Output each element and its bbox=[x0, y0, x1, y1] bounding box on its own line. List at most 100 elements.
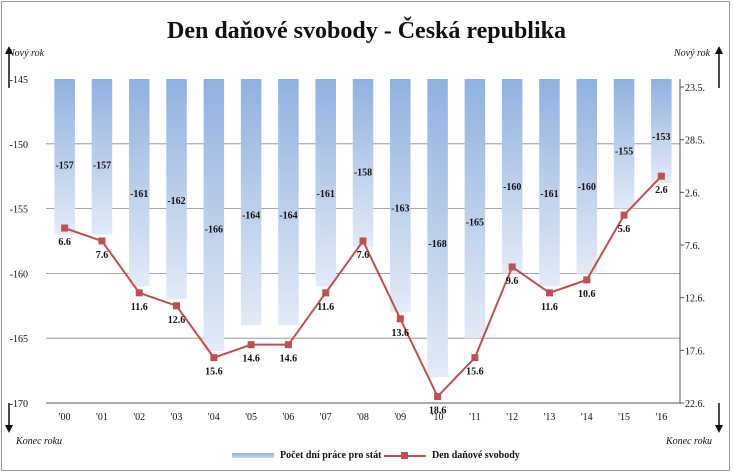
y-right-tick-label: 12.6. bbox=[685, 294, 705, 305]
x-tick-label: '04 bbox=[208, 412, 220, 423]
arrow-up-right bbox=[715, 46, 723, 88]
x-tick-label: '13 bbox=[544, 412, 556, 423]
line-data-label: 15.6 bbox=[205, 367, 223, 378]
line-point bbox=[173, 302, 181, 310]
bar-data-label: -165 bbox=[466, 218, 484, 229]
bar bbox=[390, 79, 411, 313]
y-left-tick-label: -165 bbox=[10, 334, 28, 345]
x-tick-label: '00 bbox=[59, 412, 71, 423]
bar bbox=[203, 79, 225, 352]
line-point bbox=[359, 237, 367, 245]
x-tick-label: '12 bbox=[506, 412, 518, 423]
x-tick-label: '06 bbox=[283, 412, 295, 423]
line-point bbox=[61, 224, 69, 232]
bar-data-label: -160 bbox=[578, 182, 596, 193]
line-data-label: 15.6 bbox=[466, 367, 484, 378]
y-left-tick-label: -160 bbox=[10, 269, 28, 280]
y-left-tick-label: -150 bbox=[10, 140, 28, 151]
bar-data-label: -163 bbox=[391, 203, 409, 214]
x-tick-label: '16 bbox=[655, 412, 667, 423]
bar bbox=[166, 79, 187, 300]
line-point bbox=[545, 289, 553, 297]
bar-data-label: -166 bbox=[205, 225, 223, 236]
line-data-label: 18.6 bbox=[429, 406, 447, 417]
line-point bbox=[247, 341, 255, 349]
bar-data-label: -164 bbox=[242, 210, 260, 221]
line-data-label: 6.6 bbox=[58, 237, 71, 248]
line-data-label: 7.6 bbox=[357, 250, 370, 261]
x-tick-label: '09 bbox=[394, 412, 406, 423]
legend-label-bars: Počet dní práce pro stát bbox=[280, 450, 382, 461]
y-left-tick-label: -145 bbox=[10, 75, 28, 86]
bar bbox=[613, 79, 635, 209]
legend-swatch-line bbox=[384, 451, 426, 460]
bar bbox=[501, 79, 523, 274]
x-tick-label: '15 bbox=[618, 412, 630, 423]
bar bbox=[128, 79, 150, 287]
legend-item-line: Den daňové svobody bbox=[384, 450, 520, 461]
x-tick-label: '14 bbox=[581, 412, 593, 423]
bar-data-label: -162 bbox=[167, 196, 185, 207]
x-tick-label: '10 bbox=[432, 412, 444, 423]
x-tick-label: '02 bbox=[133, 412, 145, 423]
x-tick-label: '08 bbox=[357, 412, 369, 423]
bar-data-label: -157 bbox=[55, 161, 73, 172]
x-tick-label: '05 bbox=[245, 412, 257, 423]
corner-label-bottom-right: Konec roku bbox=[666, 436, 713, 447]
y-right-tick-label: 22.6. bbox=[685, 399, 705, 410]
line-point bbox=[620, 211, 628, 219]
bar bbox=[352, 79, 374, 248]
arrow-down-right bbox=[715, 403, 723, 433]
bar bbox=[539, 79, 560, 287]
line-data-label: 11.6 bbox=[131, 302, 148, 313]
line-data-label: 14.6 bbox=[280, 354, 298, 365]
x-tick-label: '01 bbox=[96, 412, 108, 423]
line-point bbox=[396, 315, 404, 323]
legend-label-line: Den daňové svobody bbox=[432, 450, 520, 461]
y-left-tick-label: -155 bbox=[10, 205, 28, 216]
line-point bbox=[583, 276, 591, 284]
bar-data-label: -158 bbox=[354, 168, 372, 179]
corner-label-top-left: Nový rok bbox=[8, 48, 45, 59]
y-right-tick-label: 28.5. bbox=[685, 136, 705, 147]
bar bbox=[427, 79, 448, 378]
y-right-tick-label: 7.6. bbox=[685, 241, 700, 252]
line-point bbox=[508, 263, 516, 271]
line-data-label: 14.6 bbox=[242, 354, 260, 365]
line-data-label: 11.6 bbox=[541, 302, 558, 313]
line-point bbox=[434, 393, 442, 401]
y-right-tick-label: 17.6. bbox=[685, 346, 705, 357]
chart-title: Den daňové svobody - Česká republika bbox=[167, 18, 566, 44]
line-data-label: 9.6 bbox=[506, 276, 519, 287]
bar-data-label: -155 bbox=[615, 146, 633, 157]
bar bbox=[91, 79, 113, 235]
line-data-label: 2.6 bbox=[655, 185, 668, 196]
y-left-tick-label: -170 bbox=[10, 399, 28, 410]
bar bbox=[651, 79, 672, 183]
bar bbox=[278, 79, 299, 326]
line-point bbox=[322, 289, 330, 297]
legend-item-bars: Počet dní práce pro stát bbox=[232, 450, 381, 461]
bar bbox=[576, 79, 598, 274]
line-data-label: 13.6 bbox=[392, 328, 410, 339]
line-point bbox=[135, 289, 143, 297]
legend-swatch-bars bbox=[232, 453, 274, 459]
line-point bbox=[210, 354, 218, 362]
x-tick-label: '03 bbox=[171, 412, 183, 423]
bar-data-label: -157 bbox=[93, 161, 111, 172]
y-right-tick-label: 2.6. bbox=[685, 188, 700, 199]
line-data-label: 11.6 bbox=[317, 302, 334, 313]
corner-label-bottom-left: Konec roku bbox=[16, 436, 63, 447]
bar bbox=[240, 79, 262, 326]
x-tick-label: '11 bbox=[469, 412, 480, 423]
bar-data-label: -161 bbox=[317, 189, 335, 200]
y-right-tick-label: 23.5. bbox=[685, 83, 705, 94]
x-tick-label: '07 bbox=[320, 412, 332, 423]
bar-data-label: -164 bbox=[279, 210, 297, 221]
line-data-label: 10.6 bbox=[578, 289, 596, 300]
line-data-label: 12.6 bbox=[168, 315, 186, 326]
bar-data-label: -160 bbox=[503, 182, 521, 193]
bar bbox=[54, 79, 75, 235]
line-data-label: 5.6 bbox=[618, 224, 631, 235]
bar-data-label: -168 bbox=[428, 239, 446, 250]
